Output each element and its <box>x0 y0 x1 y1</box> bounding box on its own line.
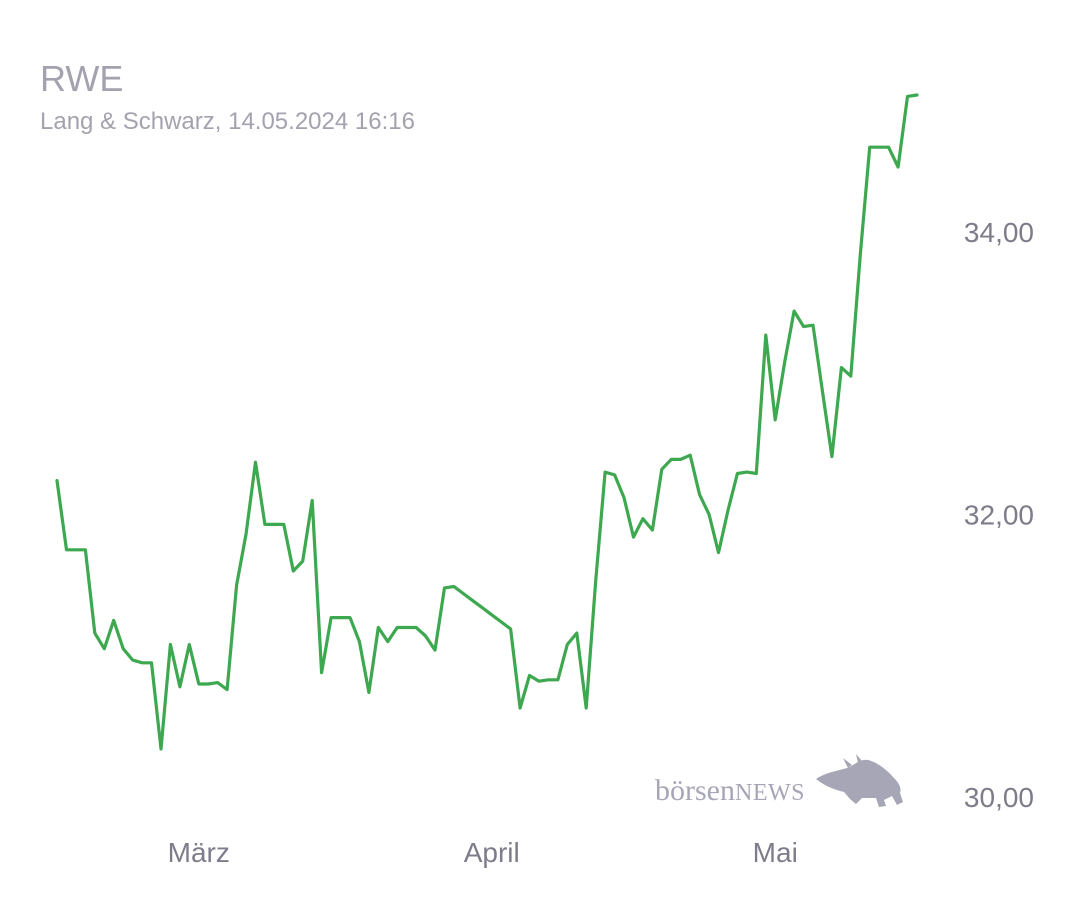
watermark-brand-part2: NEWS <box>735 780 805 806</box>
x-axis: März April Mai <box>168 837 798 868</box>
y-tick-label: 34,00 <box>964 217 1034 248</box>
bull-icon <box>816 754 903 807</box>
price-line <box>55 93 919 751</box>
chart-title: RWE <box>40 58 124 99</box>
x-tick-label: April <box>464 837 520 868</box>
y-axis: 30,00 32,00 34,00 <box>964 217 1034 813</box>
x-tick-label: März <box>168 837 230 868</box>
x-tick-label: Mai <box>753 837 798 868</box>
watermark-text: börsenNEWS <box>655 774 805 807</box>
watermark-brand-part1: börsen <box>655 774 735 807</box>
watermark: börsenNEWS <box>655 754 903 807</box>
y-tick-label: 30,00 <box>964 782 1034 813</box>
y-tick-label: 32,00 <box>964 500 1034 531</box>
chart-subtitle: Lang & Schwarz, 14.05.2024 16:16 <box>40 108 415 135</box>
